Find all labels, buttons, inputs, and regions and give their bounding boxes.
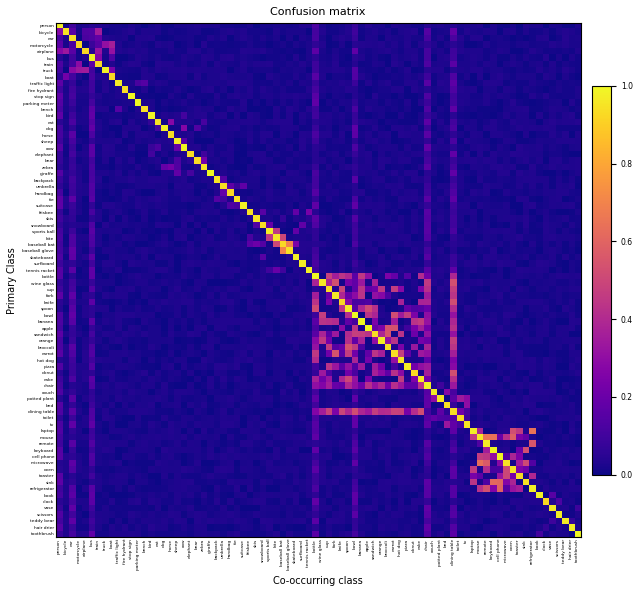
X-axis label: Co-occurring class: Co-occurring class — [273, 576, 363, 586]
Y-axis label: Primary Class: Primary Class — [7, 247, 17, 314]
Title: Confusion matrix: Confusion matrix — [270, 7, 366, 17]
